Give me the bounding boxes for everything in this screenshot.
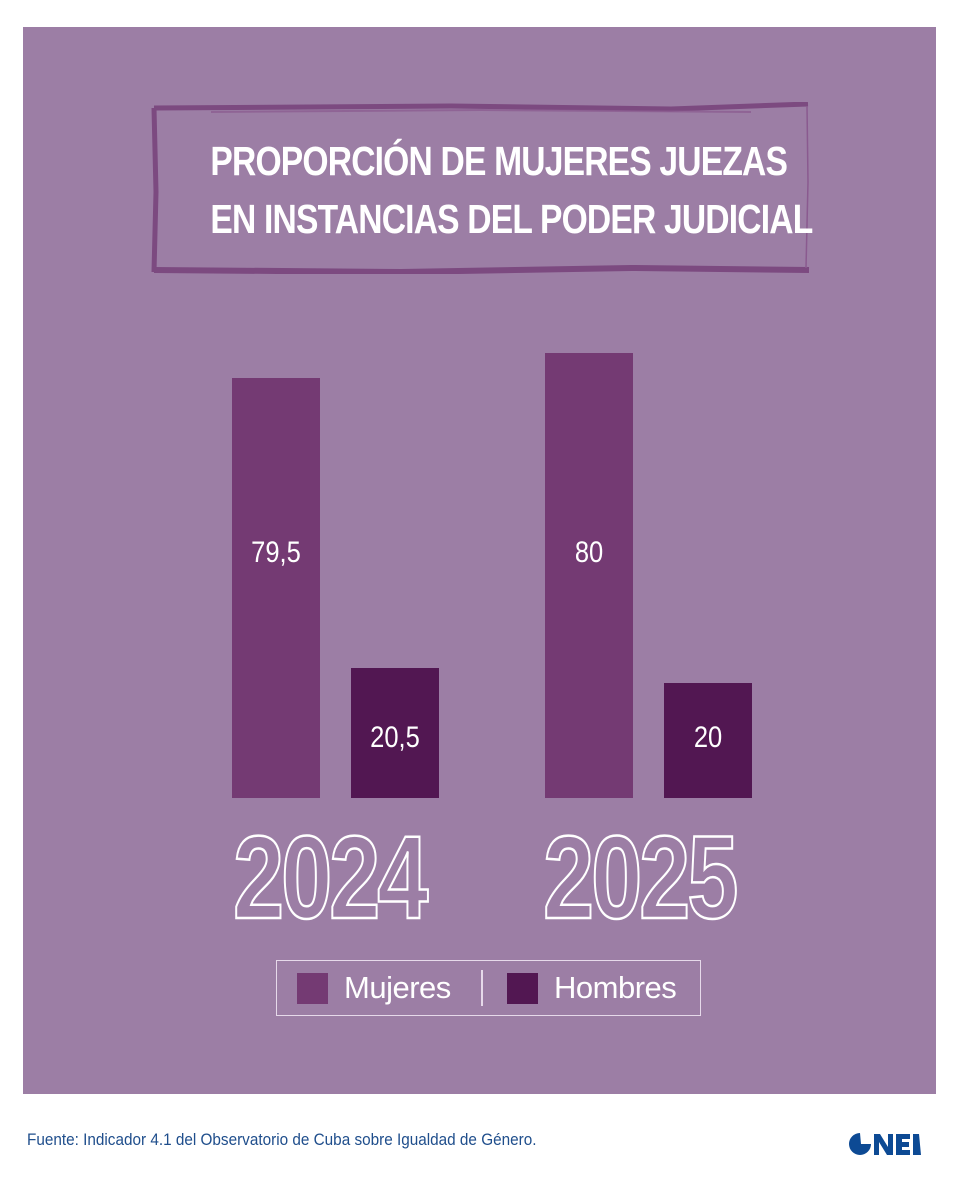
swatch-mujeres bbox=[297, 972, 328, 1004]
bar-2025-mujeres: 80 bbox=[545, 353, 633, 798]
title-frame: PROPORCIÓN DE MUJERES JUEZAS EN INSTANCI… bbox=[151, 102, 813, 274]
legend-item-mujeres: Mujeres bbox=[297, 961, 451, 1015]
source-note: Fuente: Indicador 4.1 del Observatorio d… bbox=[27, 1130, 537, 1149]
year-label-2025: 2025 bbox=[542, 812, 739, 944]
legend: Mujeres Hombres bbox=[276, 960, 701, 1016]
bar-2024-hombres: 20,5 bbox=[351, 668, 439, 798]
title-line-2: EN INSTANCIAS DEL PODER JUDICIAL bbox=[210, 196, 813, 242]
title-line-1: PROPORCIÓN DE MUJERES JUEZAS bbox=[210, 138, 788, 184]
swatch-hombres bbox=[507, 972, 538, 1004]
legend-label: Mujeres bbox=[344, 970, 451, 1005]
bar-value-label: 79,5 bbox=[251, 536, 301, 569]
onei-logo-icon bbox=[849, 1133, 921, 1155]
bar-value-label: 20 bbox=[693, 721, 723, 754]
year-label-2024: 2024 bbox=[232, 812, 429, 944]
legend-item-hombres: Hombres bbox=[507, 961, 677, 1015]
brush-frame-icon bbox=[151, 102, 810, 274]
onei-logo bbox=[848, 1130, 932, 1163]
bar-value-label: 80 bbox=[574, 536, 604, 569]
bar-2024-mujeres: 79,5 bbox=[232, 378, 320, 798]
bar-2025-hombres: 20 bbox=[664, 683, 752, 798]
chart-title: PROPORCIÓN DE MUJERES JUEZAS EN INSTANCI… bbox=[210, 132, 813, 248]
legend-label: Hombres bbox=[554, 970, 677, 1005]
legend-divider bbox=[481, 970, 483, 1006]
bar-value-label: 20,5 bbox=[370, 721, 420, 754]
chart-panel: PROPORCIÓN DE MUJERES JUEZAS EN INSTANCI… bbox=[23, 27, 936, 1094]
